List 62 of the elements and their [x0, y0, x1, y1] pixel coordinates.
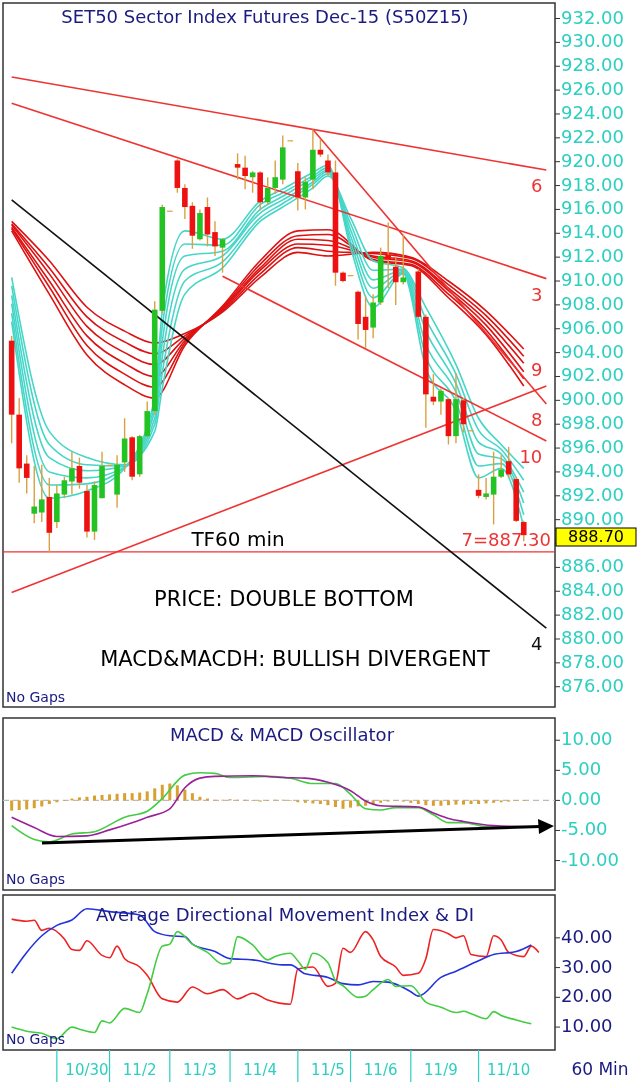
annotation: No Gaps [6, 1031, 66, 1047]
y-tick-label: 902.00 [561, 364, 624, 386]
y-tick-label: 910.00 [561, 269, 624, 291]
ref-line-label: 7=887.30 [461, 528, 551, 550]
x-tick-label: 11/4 [243, 1061, 278, 1079]
y-tick-label: 0.00 [561, 788, 602, 810]
y-tick-label: 922.00 [561, 125, 624, 147]
x-tick-label: 11/9 [424, 1061, 458, 1079]
y-tick-label: 892.00 [561, 483, 624, 505]
annotation: No Gaps [6, 689, 66, 705]
y-tick-label: 900.00 [561, 388, 624, 410]
y-tick-label: 930.00 [561, 30, 624, 52]
chart-title: SET50 Sector Index Futures Dec-15 (S50Z15) [61, 6, 469, 27]
x-tick-label: 11/3 [183, 1061, 217, 1079]
y-tick-label: 878.00 [561, 650, 624, 672]
series-label: 10 [519, 445, 543, 467]
y-tick-label: 918.00 [561, 173, 624, 195]
y-tick-label: 914.00 [561, 221, 624, 243]
x-tick-label: 11/6 [363, 1061, 398, 1079]
y-tick-label: 924.00 [561, 101, 624, 123]
y-tick-label: -10.00 [561, 848, 620, 870]
y-tick-label: 886.00 [561, 555, 624, 577]
x-tick-label: 11/2 [122, 1061, 157, 1079]
y-tick-label: 882.00 [561, 603, 624, 625]
annotation: PRICE: DOUBLE BOTTOM [154, 587, 414, 611]
annotation: No Gaps [6, 871, 66, 887]
series-label: 4 [530, 633, 543, 655]
y-tick-label: 10.00 [561, 1015, 613, 1037]
chart-title: MACD & MACD Oscillator [169, 724, 395, 745]
y-tick-label: 906.00 [561, 316, 624, 338]
y-tick-label: 908.00 [561, 292, 624, 314]
x-tick-label: 11/10 [487, 1061, 531, 1079]
text: 888.70 [568, 526, 624, 546]
y-tick-label: 10.00 [561, 728, 613, 750]
y-tick-label: 876.00 [561, 674, 624, 696]
y-tick-label: 932.00 [561, 6, 624, 28]
y-tick-label: 890.00 [561, 507, 624, 529]
series-label: 8 [530, 408, 543, 430]
y-tick-label: 926.00 [561, 78, 624, 100]
annotation: MACD&MACDH: BULLISH DIVERGENT [100, 647, 490, 671]
y-tick-label: 898.00 [561, 412, 624, 434]
y-tick-label: 30.00 [561, 955, 613, 977]
y-tick-label: 920.00 [561, 149, 624, 171]
series-label: 3 [530, 283, 543, 305]
x-tick-label: 11/5 [311, 1061, 345, 1079]
y-tick-label: 904.00 [561, 340, 624, 362]
annotation: TF60 min [190, 527, 285, 551]
y-tick-label: 880.00 [561, 626, 624, 648]
x-tick-label: 10/30 [65, 1061, 109, 1079]
y-tick-label: -5.00 [561, 818, 608, 840]
y-tick-label: 916.00 [561, 197, 624, 219]
y-tick-label: 884.00 [561, 579, 624, 601]
y-tick-label: 40.00 [561, 925, 613, 947]
x-axis-title: 60 Min [571, 1059, 629, 1079]
y-tick-label: 5.00 [561, 758, 602, 780]
series-label: 6 [530, 175, 543, 197]
y-tick-label: 894.00 [561, 459, 624, 481]
series-label: 9 [530, 359, 543, 381]
y-tick-label: 20.00 [561, 985, 613, 1007]
y-tick-label: 912.00 [561, 245, 624, 267]
y-tick-label: 896.00 [561, 436, 624, 458]
y-tick-label: 928.00 [561, 54, 624, 76]
